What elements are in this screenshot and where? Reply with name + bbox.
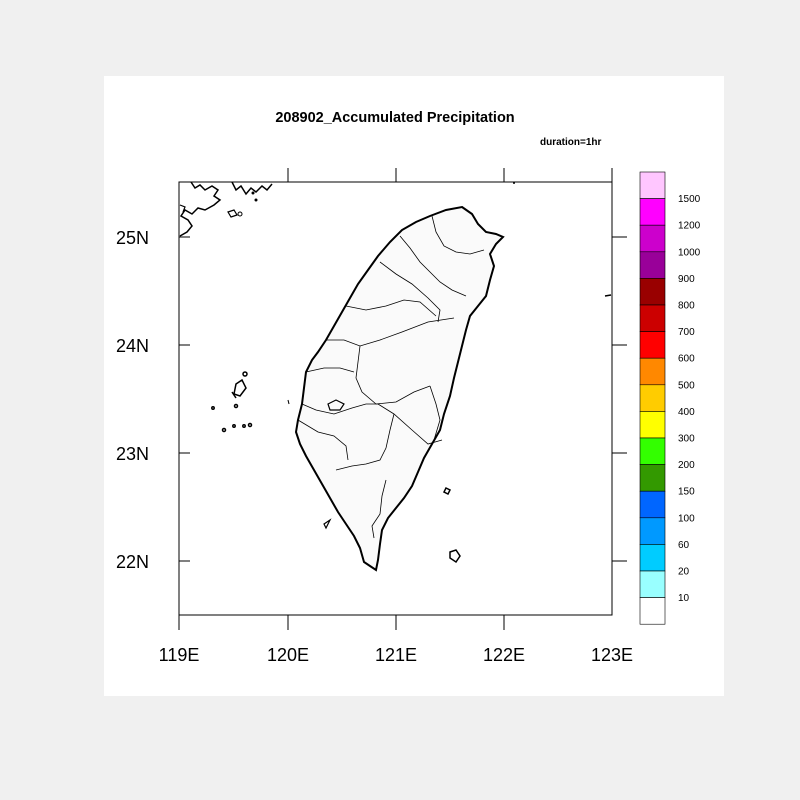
colorbar-label: 1000 — [678, 247, 701, 258]
colorbar-label: 100 — [678, 513, 695, 524]
colorbar-label: 600 — [678, 354, 695, 365]
china-coastline — [179, 181, 273, 237]
colorbar-box — [639, 544, 666, 572]
lon-label-121e: 121E — [375, 645, 417, 665]
colorbar-box — [639, 490, 666, 519]
lon-label-122e: 122E — [483, 645, 525, 665]
colorbar: 1500 1200 1000 900 800 700 600 500 400 300 200 150 1… — [639, 171, 701, 625]
colorbar-label: 800 — [678, 301, 695, 312]
colorbar-box — [639, 331, 666, 359]
lon-label-120e: 120E — [267, 645, 309, 665]
green-island — [442, 486, 452, 496]
orchid-island — [449, 549, 461, 564]
colorbar-label: 1500 — [678, 194, 701, 205]
colorbar-box — [639, 437, 666, 465]
lon-label-123e: 123E — [591, 645, 633, 665]
colorbar-label: 200 — [678, 460, 695, 471]
colorbar-label: 10 — [678, 593, 690, 604]
colorbar-box — [639, 224, 666, 253]
colorbar-label: 60 — [678, 540, 690, 551]
colorbar-label: 300 — [678, 434, 695, 445]
county-borders — [297, 215, 485, 539]
colorbar-box — [639, 597, 666, 625]
colorbar-box — [639, 171, 666, 199]
colorbar-label: 150 — [678, 487, 695, 498]
taiwan-island — [294, 205, 505, 572]
lat-label-23n: 23N — [116, 444, 149, 464]
colorbar-label: 500 — [678, 380, 695, 391]
colorbar-box — [639, 517, 666, 545]
penghu-islands — [211, 371, 253, 433]
lon-ticks — [287, 168, 505, 630]
colorbar-box — [639, 251, 666, 279]
colorbar-box — [639, 304, 666, 332]
colorbar-box — [639, 357, 666, 386]
map-title: 208902_Accumulated Precipitation — [275, 110, 515, 126]
lat-label-25n: 25N — [116, 228, 149, 248]
colorbar-label: 700 — [678, 327, 695, 338]
lat-label-24n: 24N — [116, 336, 149, 356]
colorbar-box — [639, 411, 666, 439]
colorbar-label: 400 — [678, 407, 695, 418]
lat-label-22n: 22N — [116, 552, 149, 572]
colorbar-label: 1200 — [678, 221, 701, 232]
colorbar-box — [639, 278, 666, 306]
duration-label: duration=1hr — [540, 137, 602, 148]
colorbar-box — [639, 384, 666, 412]
colorbar-box — [639, 464, 666, 492]
colorbar-label: 900 — [678, 274, 695, 285]
colorbar-box — [639, 570, 666, 598]
colorbar-label: 20 — [678, 567, 690, 578]
lon-label-119e: 119E — [159, 645, 200, 665]
colorbar-box — [639, 198, 666, 226]
lat-ticks — [179, 236, 627, 562]
